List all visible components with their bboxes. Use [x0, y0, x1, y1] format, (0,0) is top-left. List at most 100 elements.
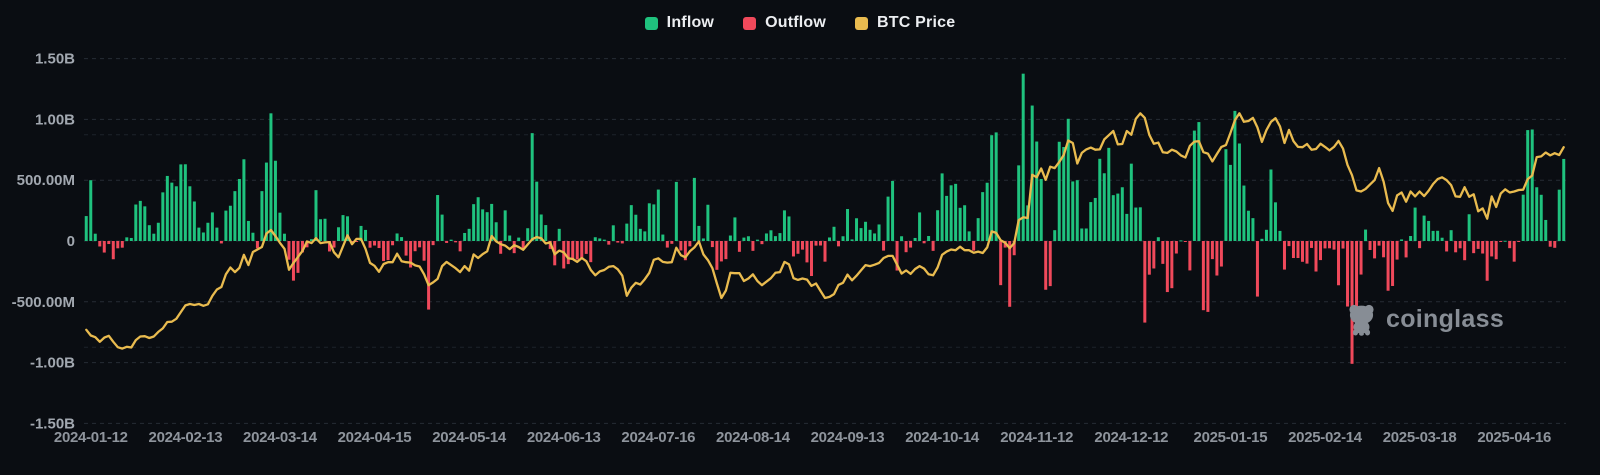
inflow-bar	[940, 173, 944, 241]
outflow-bar	[1161, 241, 1165, 264]
outflow-bar	[566, 241, 570, 265]
inflow-bar	[1030, 105, 1034, 241]
inflow-bar	[264, 162, 268, 241]
inflow-bar	[1026, 205, 1030, 241]
outflow-bar	[1445, 241, 1449, 252]
outflow-bar	[1328, 241, 1332, 249]
outflow-bar	[255, 241, 259, 249]
inflow-bar	[1264, 229, 1268, 241]
inflow-bar	[855, 218, 859, 241]
outflow-bar	[1512, 241, 1516, 262]
inflow-bar	[1409, 236, 1413, 241]
inflow-bar	[598, 238, 602, 241]
inflow-bar	[1539, 194, 1543, 241]
inflow-bar	[201, 232, 205, 241]
outflow-bar	[620, 241, 624, 244]
inflow-bar	[656, 189, 660, 241]
inflow-bar	[891, 180, 895, 241]
inflow-bar	[877, 224, 881, 241]
outflow-bar	[1395, 241, 1399, 260]
inflow-bar	[1557, 189, 1561, 241]
inflow-bar	[976, 218, 980, 241]
outflow-bar	[1404, 241, 1408, 258]
outflow-bar	[895, 241, 899, 271]
outflow-bar	[1476, 241, 1480, 249]
outflow-bar	[665, 241, 669, 248]
inflow-bar	[1098, 158, 1102, 241]
inflow-bar	[692, 177, 696, 241]
outflow-bar	[427, 241, 431, 310]
outflow-bar	[1300, 241, 1304, 262]
x-axis: 2024-01-12 2024-02-13 2024-03-14 2024-04-15…	[54, 429, 1551, 446]
inflow-bar	[773, 236, 777, 241]
inflow-bar	[1066, 118, 1070, 241]
outflow-bar	[355, 241, 359, 242]
inflow-bar	[1233, 110, 1237, 241]
inflow-bar	[769, 230, 773, 241]
inflow-bar	[93, 233, 97, 241]
outflow-bar	[909, 241, 913, 248]
outflow-bar	[1044, 241, 1048, 290]
legend-item-btc-price[interactable]: BTC Price	[855, 14, 955, 32]
outflow-bar	[1215, 241, 1219, 276]
x-tick-label: 2024-02-13	[149, 429, 223, 446]
inflow-bar	[913, 237, 917, 241]
outflow-bar	[1255, 241, 1259, 297]
outflow-bar	[111, 241, 115, 260]
outflow-bar	[683, 241, 687, 261]
inflow-bar	[927, 236, 931, 241]
x-tick-label: 2024-05-14	[432, 429, 507, 446]
inflow-bar	[449, 239, 453, 241]
outflow-bar	[719, 241, 723, 262]
outflow-swatch	[743, 16, 757, 30]
outflow-bar	[1008, 241, 1012, 307]
plot-area[interactable]	[84, 50, 1566, 430]
inflow-bar	[224, 210, 228, 241]
inflow-bar	[476, 197, 480, 241]
inflow-bar	[859, 228, 863, 241]
outflow-bar	[796, 241, 800, 254]
inflow-bar	[156, 222, 160, 241]
legend-item-inflow[interactable]: Inflow	[644, 14, 715, 32]
outflow-bar	[1219, 241, 1223, 267]
inflow-bar	[1075, 180, 1079, 241]
outflow-bar	[413, 241, 417, 252]
x-tick-label: 2024-10-14	[905, 429, 980, 446]
outflow-bar	[499, 241, 503, 254]
outflow-bar	[305, 241, 309, 248]
outflow-bar	[291, 241, 295, 281]
inflow-bar	[1089, 202, 1093, 241]
inflow-bar	[936, 210, 940, 241]
btc-price-swatch	[855, 16, 869, 30]
inflow-bar	[161, 192, 165, 241]
inflow-bar	[1467, 214, 1471, 241]
inflow-bar	[539, 214, 543, 241]
inflow-bar	[1242, 185, 1246, 241]
inflow-bar	[526, 228, 530, 241]
outflow-bar	[737, 241, 741, 252]
inflow-bar	[647, 203, 651, 241]
inflow-bar	[1080, 228, 1084, 241]
inflow-bar	[494, 222, 498, 241]
inflow-bar	[841, 236, 845, 241]
x-tick-label: 2025-02-14	[1288, 429, 1363, 446]
legend-item-outflow[interactable]: Outflow	[743, 14, 826, 32]
outflow-bar	[1490, 241, 1494, 257]
inflow-bar	[661, 234, 665, 241]
inflow-bar	[481, 209, 485, 241]
outflow-bar	[607, 241, 611, 245]
outflow-bar	[584, 241, 588, 254]
inflow-bar	[147, 225, 151, 241]
inflow-bar	[1017, 165, 1021, 241]
outflow-bar	[679, 241, 683, 251]
outflow-bar	[1508, 241, 1512, 249]
legend-label: Inflow	[666, 14, 715, 31]
inflow-bar	[165, 175, 169, 241]
inflow-bar	[436, 195, 440, 241]
outflow-bar	[1206, 241, 1210, 312]
inflow-bar	[125, 237, 129, 241]
y-tick-label: 1.50B	[35, 51, 75, 68]
inflow-bar	[1364, 229, 1368, 241]
